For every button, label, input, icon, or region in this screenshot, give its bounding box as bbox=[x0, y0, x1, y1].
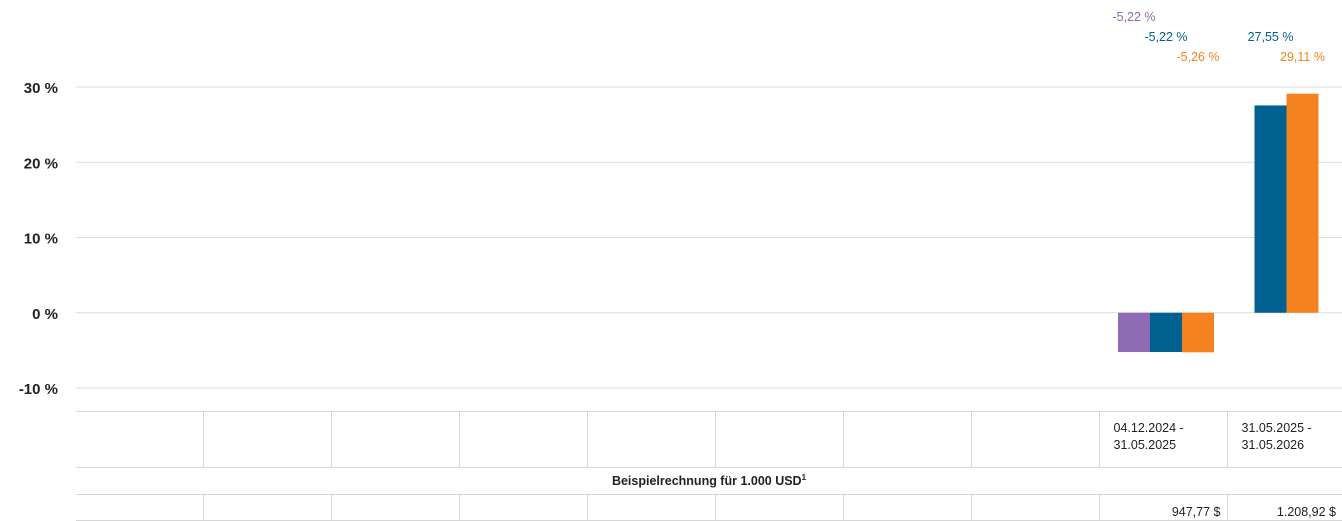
table-cell bbox=[970, 411, 1100, 468]
bar bbox=[1286, 93, 1319, 313]
bar bbox=[1118, 312, 1150, 353]
bar bbox=[1182, 312, 1214, 353]
data-label: 27,55 % bbox=[1248, 30, 1294, 44]
performance-table: 04.12.2024 -31.05.2025 31.05.2025 -31.05… bbox=[76, 411, 1342, 521]
period-cell: 04.12.2024 - 31.05.2025 bbox=[1098, 411, 1228, 468]
y-tick-label: 20 % bbox=[24, 155, 58, 172]
table-cell bbox=[458, 411, 588, 468]
table-cell bbox=[970, 494, 1100, 521]
y-tick-label: 0 % bbox=[32, 306, 58, 323]
table-cell bbox=[842, 411, 972, 468]
period-cell: 31.05.2025 - 31.05.2026 bbox=[1226, 411, 1342, 468]
performance-chart: 30 % 20 % 10 % 0 % -10 % -5,22 % -5,22 % -5,26… bbox=[19, 10, 1342, 398]
table-cell bbox=[330, 411, 460, 468]
amount-cell: 1.208,92 $ bbox=[1226, 494, 1342, 521]
table-cell bbox=[330, 494, 460, 521]
period-start: 04.12.2024 - bbox=[1113, 421, 1184, 435]
table-cell bbox=[202, 494, 332, 521]
period-end: 31.05.2026 bbox=[1241, 438, 1305, 452]
chart-data-labels: -5,22 % -5,22 % -5,26 % 27,55 % 29,11 % bbox=[1112, 10, 1325, 64]
table-cell bbox=[76, 411, 204, 468]
table-cell bbox=[202, 411, 332, 468]
period-start: 31.05.2025 - bbox=[1241, 421, 1312, 435]
table-cell bbox=[842, 494, 972, 521]
example-footnote: 1 bbox=[801, 473, 807, 483]
chart-bars bbox=[1118, 93, 1319, 353]
data-label: -5,22 % bbox=[1112, 10, 1155, 24]
table-cell bbox=[586, 411, 716, 468]
example-label: Beispielrechnung für 1.000 USD bbox=[611, 474, 802, 489]
y-tick-label: -10 % bbox=[19, 381, 58, 398]
data-label: -5,26 % bbox=[1176, 50, 1219, 64]
y-tick-label: 10 % bbox=[24, 231, 58, 248]
bar bbox=[1150, 312, 1182, 353]
table-row-amounts: 947,77 $ 1.208,92 $ bbox=[76, 494, 1342, 521]
table-cell bbox=[76, 494, 204, 521]
data-label: -5,22 % bbox=[1144, 30, 1187, 44]
example-heading: Beispielrechnung für 1.000 USD1 bbox=[76, 467, 1342, 495]
table-cell bbox=[458, 494, 588, 521]
table-row-example-heading: Beispielrechnung für 1.000 USD1 bbox=[76, 467, 1342, 495]
y-axis-tick-labels: 30 % 20 % 10 % 0 % -10 % bbox=[19, 80, 58, 398]
table-row-periods: 04.12.2024 -31.05.2025 31.05.2025 -31.05… bbox=[76, 411, 1342, 468]
table-cell bbox=[714, 494, 844, 521]
table-cell bbox=[714, 411, 844, 468]
table-cell bbox=[586, 494, 716, 521]
amount-cell: 947,77 $ bbox=[1098, 494, 1228, 521]
data-label: 29,11 % bbox=[1280, 50, 1325, 64]
bar bbox=[1254, 105, 1287, 313]
period-end: 31.05.2025 bbox=[1113, 438, 1177, 452]
y-tick-label: 30 % bbox=[24, 80, 58, 97]
